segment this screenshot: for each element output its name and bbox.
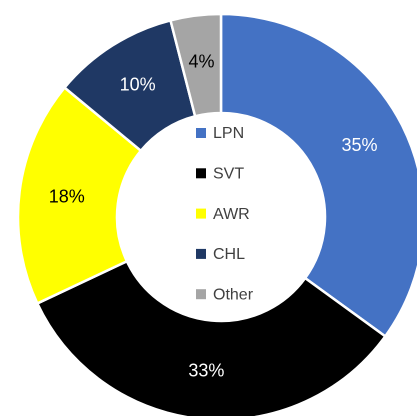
legend-label: Other	[213, 286, 254, 303]
legend-swatch	[196, 289, 206, 300]
legend-swatch	[196, 248, 206, 259]
data-label: 18%	[49, 186, 85, 206]
legend-label: AWR	[213, 206, 250, 223]
legend-swatch	[196, 128, 206, 138]
legend-label: CHL	[213, 246, 245, 263]
donut-slice	[168, 12, 223, 118]
data-label: 35%	[342, 135, 378, 155]
data-label: 10%	[120, 74, 156, 94]
donut-slice	[16, 85, 143, 306]
donut-slice	[219, 12, 417, 339]
legend-label: SVT	[213, 166, 244, 183]
legend-swatch	[196, 168, 206, 179]
legend-label: LPN	[213, 125, 244, 142]
legend-swatch	[196, 208, 206, 219]
donut-slice	[35, 259, 387, 416]
data-label: 33%	[188, 361, 224, 381]
data-label: 4%	[189, 51, 215, 71]
